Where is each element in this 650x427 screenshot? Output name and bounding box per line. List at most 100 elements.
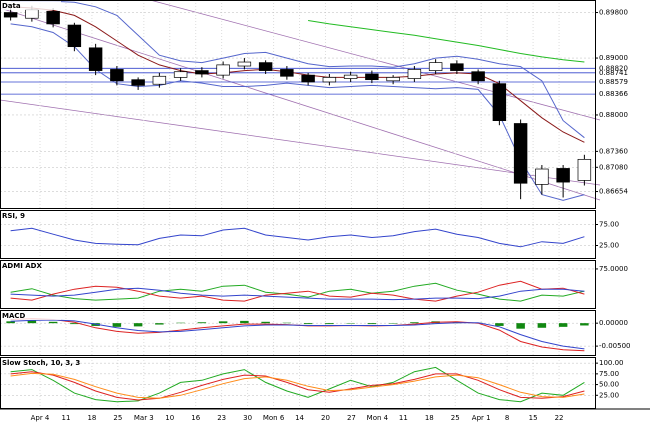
panel-title-bg xyxy=(1,211,61,220)
candle-body xyxy=(513,123,528,184)
candle-body xyxy=(386,77,400,82)
candle-body xyxy=(492,83,507,121)
x-tick-label: 11 xyxy=(399,414,408,422)
histogram-bar xyxy=(155,323,164,325)
candle-body xyxy=(407,69,422,79)
level-label: 0.88741 xyxy=(599,69,628,77)
indicator-line xyxy=(10,372,585,399)
histogram-bar xyxy=(303,323,313,325)
candle-body xyxy=(195,70,209,75)
indicator-line xyxy=(308,20,585,63)
candle-body xyxy=(173,71,188,78)
histogram-bar xyxy=(112,323,122,327)
panel-frame xyxy=(0,210,596,259)
candle-body xyxy=(428,62,443,71)
y-tick-label: 0.87360 xyxy=(599,147,628,155)
x-tick-label: Mon 6 xyxy=(263,414,285,422)
panel-title-bg xyxy=(1,1,61,10)
x-tick-label: 30 xyxy=(243,414,252,422)
panel-frame xyxy=(0,260,596,309)
panel-title: ADMI ADX xyxy=(2,262,42,270)
candle-body xyxy=(110,69,124,82)
histogram-bar xyxy=(367,323,377,325)
indicator-line xyxy=(10,227,585,248)
histogram-bar xyxy=(48,321,58,324)
y-tick-label: 0.89000 xyxy=(599,54,628,62)
indicator-line xyxy=(10,371,585,401)
x-tick-label: 25 xyxy=(113,414,122,422)
x-tick-label: Apr 4 xyxy=(31,414,50,422)
histogram-bar xyxy=(410,322,419,324)
trend-line xyxy=(149,0,601,121)
x-tick-label: 23 xyxy=(217,414,226,422)
candle-body xyxy=(471,71,485,82)
level-label: 0.88820 xyxy=(599,64,628,72)
indicator-line xyxy=(10,319,585,350)
x-tick-label: Mon 4 xyxy=(367,414,389,422)
candle-body xyxy=(3,12,18,18)
x-tick-label: 16 xyxy=(191,414,200,422)
indicator-line xyxy=(10,23,585,201)
x-tick-label: 11 xyxy=(61,414,70,422)
panel-title: Slow Stoch, 10, 3, 3 xyxy=(2,359,80,367)
histogram-bar xyxy=(197,322,207,324)
candle-body xyxy=(535,168,549,185)
x-tick-label: 8 xyxy=(505,414,509,422)
panel-title-bg xyxy=(1,358,61,367)
x-tick-label: 14 xyxy=(295,414,304,422)
y-tick-label: -0.00500 xyxy=(599,342,630,350)
panel-title: RSI, 9 xyxy=(2,212,25,220)
candle-body xyxy=(280,69,294,77)
y-tick-label: 50.00 xyxy=(599,381,619,389)
trend-line xyxy=(0,99,601,186)
indicator-line xyxy=(10,280,585,302)
y-tick-label: 0.87080 xyxy=(599,163,628,171)
x-tick-label: 18 xyxy=(87,414,96,422)
indicator-line xyxy=(10,287,585,301)
histogram-bar xyxy=(558,323,568,327)
x-tick-label: 25 xyxy=(451,414,460,422)
candle-body xyxy=(365,73,379,81)
histogram-bar xyxy=(70,323,79,325)
histogram-bar xyxy=(261,321,270,324)
indicator-line xyxy=(10,6,585,143)
panel-frame xyxy=(0,0,596,209)
histogram-bar xyxy=(495,323,504,326)
histogram-bar xyxy=(133,323,143,327)
x-tick-label: Apr 1 xyxy=(472,414,491,422)
level-label: 0.88366 xyxy=(599,90,628,98)
level-label: 0.88579 xyxy=(599,78,628,86)
histogram-bar xyxy=(6,321,15,324)
histogram-bar xyxy=(218,321,228,324)
indicator-line xyxy=(10,282,585,302)
candle-body xyxy=(67,24,82,48)
candle-body xyxy=(25,9,39,19)
candle-body xyxy=(450,63,464,71)
histogram-bar xyxy=(537,323,547,328)
panel-frame xyxy=(0,310,596,356)
y-tick-label: 75.0000 xyxy=(599,265,628,273)
y-tick-label: 0.88000 xyxy=(599,111,628,119)
panel-title: MACD xyxy=(2,312,26,320)
candle-body xyxy=(301,74,315,83)
x-tick-label: 18 xyxy=(425,414,434,422)
y-tick-label: 75.00 xyxy=(599,221,619,229)
trend-line xyxy=(0,7,601,201)
indicator-line xyxy=(10,366,585,403)
indicator-line xyxy=(10,0,585,139)
candle-body xyxy=(258,62,273,71)
histogram-bar xyxy=(516,323,525,329)
histogram-bar xyxy=(27,320,37,324)
candle-body xyxy=(343,74,358,79)
candle-body xyxy=(152,75,167,85)
candle-body xyxy=(131,79,145,86)
y-tick-label: 25.00 xyxy=(599,242,619,250)
y-tick-label: 0.89800 xyxy=(599,9,628,17)
y-tick-label: 100.00 xyxy=(599,359,624,367)
candle-body xyxy=(88,47,103,71)
panel-title-bg xyxy=(1,261,61,270)
y-tick-label: 0.86654 xyxy=(599,188,628,196)
panel-title-bg xyxy=(1,311,61,320)
candle-body xyxy=(322,77,337,83)
